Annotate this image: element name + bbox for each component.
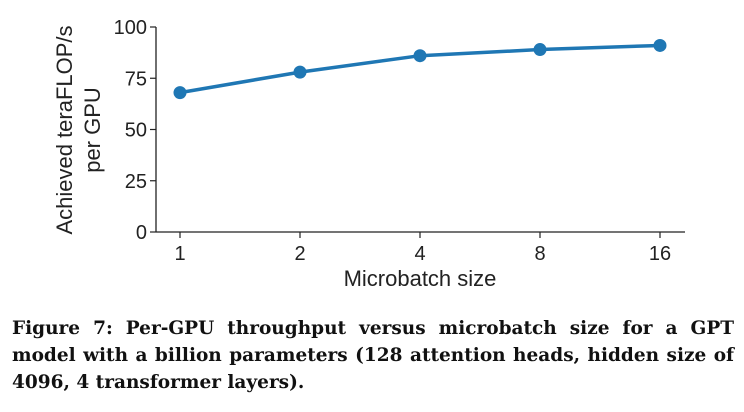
y-axis-label-line2: per GPU xyxy=(80,87,105,173)
data-point xyxy=(173,86,187,100)
data-point xyxy=(413,49,427,63)
x-tick-label: 8 xyxy=(534,243,545,265)
y-tick-label: 50 xyxy=(125,120,147,142)
figure-caption: Figure 7: Per-GPU throughput versus micr… xyxy=(12,318,734,393)
y-axis-label-line1: Achieved teraFLOP/s xyxy=(52,25,77,234)
x-tick-label: 4 xyxy=(414,243,425,265)
data-point xyxy=(293,65,307,79)
x-tick-label: 16 xyxy=(649,243,671,265)
data-point xyxy=(653,38,667,52)
y-tick-label: 0 xyxy=(136,222,147,244)
x-tick-label: 2 xyxy=(294,243,305,265)
y-tick-label: 100 xyxy=(114,17,147,39)
x-tick-label: 1 xyxy=(174,243,185,265)
chart: 0 25 50 75 100 1 2 4 8 16 Microbatch size Achieve… xyxy=(52,17,685,291)
y-tick-label: 25 xyxy=(125,171,147,193)
x-axis-label: Microbatch size xyxy=(344,266,497,291)
data-point xyxy=(533,43,547,57)
y-tick-label: 75 xyxy=(125,68,147,90)
